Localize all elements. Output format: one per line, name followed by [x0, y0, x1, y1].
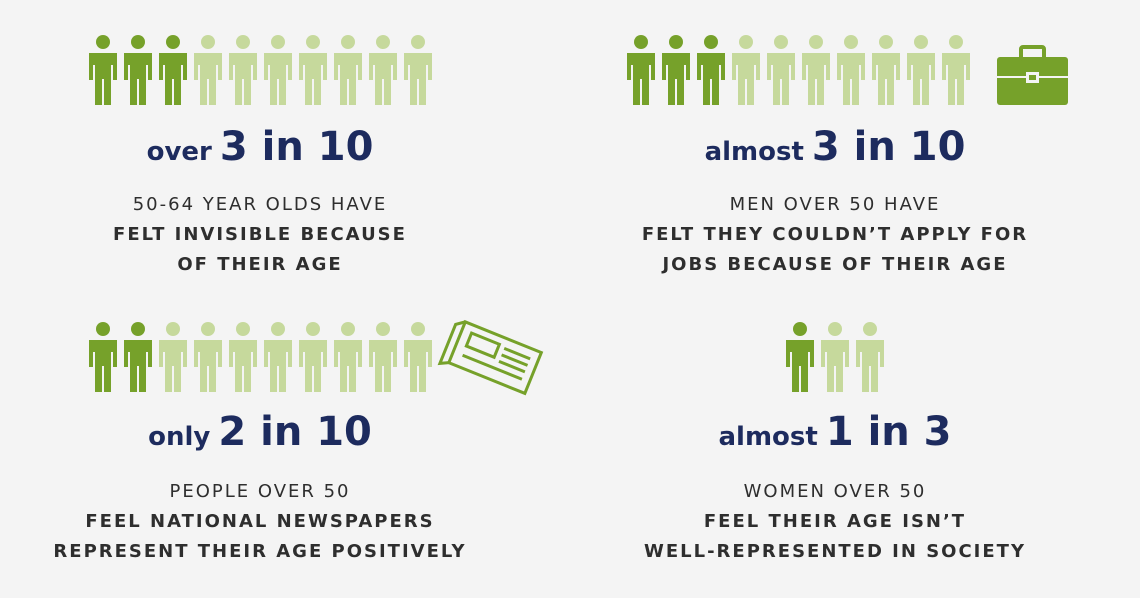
description-line: MEN OVER 50 HAVE — [730, 194, 941, 215]
person-icon — [697, 35, 725, 105]
person-icon — [229, 322, 257, 392]
description-line: WELL-REPRESENTED IN SOCIETY — [644, 541, 1026, 562]
person-icon — [627, 35, 655, 105]
headline: almost 1 in 3 — [718, 409, 951, 455]
person-icon — [767, 35, 795, 105]
person-icon — [662, 35, 690, 105]
person-icon — [89, 35, 117, 105]
person-icon — [907, 35, 935, 105]
headline-prefix: almost — [718, 422, 817, 452]
description-line: FEEL THEIR AGE ISN’T — [704, 511, 966, 532]
person-icon — [264, 35, 292, 105]
description-line: FEEL NATIONAL NEWSPAPERS — [85, 511, 434, 532]
description-line: PEOPLE OVER 50 — [169, 481, 350, 502]
person-icon — [194, 35, 222, 105]
person-icon — [89, 322, 117, 392]
person-icon — [369, 35, 397, 105]
person-icon — [802, 35, 830, 105]
stat-panel: almost 1 in 3 WOMEN OVER 50 FEEL THEIR AGE … — [644, 322, 1026, 562]
person-icon — [159, 35, 187, 105]
person-icon — [124, 35, 152, 105]
headline-prefix: over — [147, 137, 212, 167]
person-icon — [159, 322, 187, 392]
description-line: FELT THEY COULDN’T APPLY FOR — [642, 224, 1028, 245]
person-icon — [786, 322, 814, 392]
headline-prefix: almost — [705, 137, 804, 167]
person-icon — [837, 35, 865, 105]
description-line: JOBS BECAUSE OF THEIR AGE — [660, 254, 1007, 275]
headline-figure: 3 in 10 — [220, 124, 374, 170]
newspaper-icon — [437, 319, 544, 396]
person-icon — [732, 35, 760, 105]
person-icon — [299, 322, 327, 392]
person-icon — [299, 35, 327, 105]
headline-figure: 2 in 10 — [218, 409, 372, 455]
person-icon — [334, 322, 362, 392]
person-icon — [821, 322, 849, 392]
person-icon — [942, 35, 970, 105]
stat-panel: over 3 in 10 50-64 YEAR OLDS HAVE FELT INVI… — [89, 35, 432, 275]
description-line: 50-64 YEAR OLDS HAVE — [133, 194, 388, 215]
description-line: WOMEN OVER 50 — [744, 481, 927, 502]
person-icon — [334, 35, 362, 105]
person-icon — [264, 322, 292, 392]
description-line: REPRESENT THEIR AGE POSITIVELY — [53, 541, 466, 562]
person-icon — [194, 322, 222, 392]
headline: over 3 in 10 — [147, 124, 374, 170]
person-icon — [124, 322, 152, 392]
person-icon — [872, 35, 900, 105]
headline: almost 3 in 10 — [705, 124, 966, 170]
person-icon — [404, 35, 432, 105]
person-icon — [856, 322, 884, 392]
person-icon — [404, 322, 432, 392]
stat-panel: almost 3 in 10 MEN OVER 50 HAVE FELT THEY C… — [627, 35, 1028, 275]
headline-figure: 1 in 3 — [826, 409, 952, 455]
headline-figure: 3 in 10 — [812, 124, 966, 170]
headline-prefix: only — [148, 422, 210, 452]
description-line: OF THEIR AGE — [177, 254, 342, 275]
person-icon — [229, 35, 257, 105]
description-line: FELT INVISIBLE BECAUSE — [113, 224, 407, 245]
stat-panel: only 2 in 10 PEOPLE OVER 50 FEEL NATIONAL N… — [53, 322, 466, 562]
person-icon — [369, 322, 397, 392]
briefcase-icon — [997, 45, 1068, 105]
headline: only 2 in 10 — [148, 409, 372, 455]
